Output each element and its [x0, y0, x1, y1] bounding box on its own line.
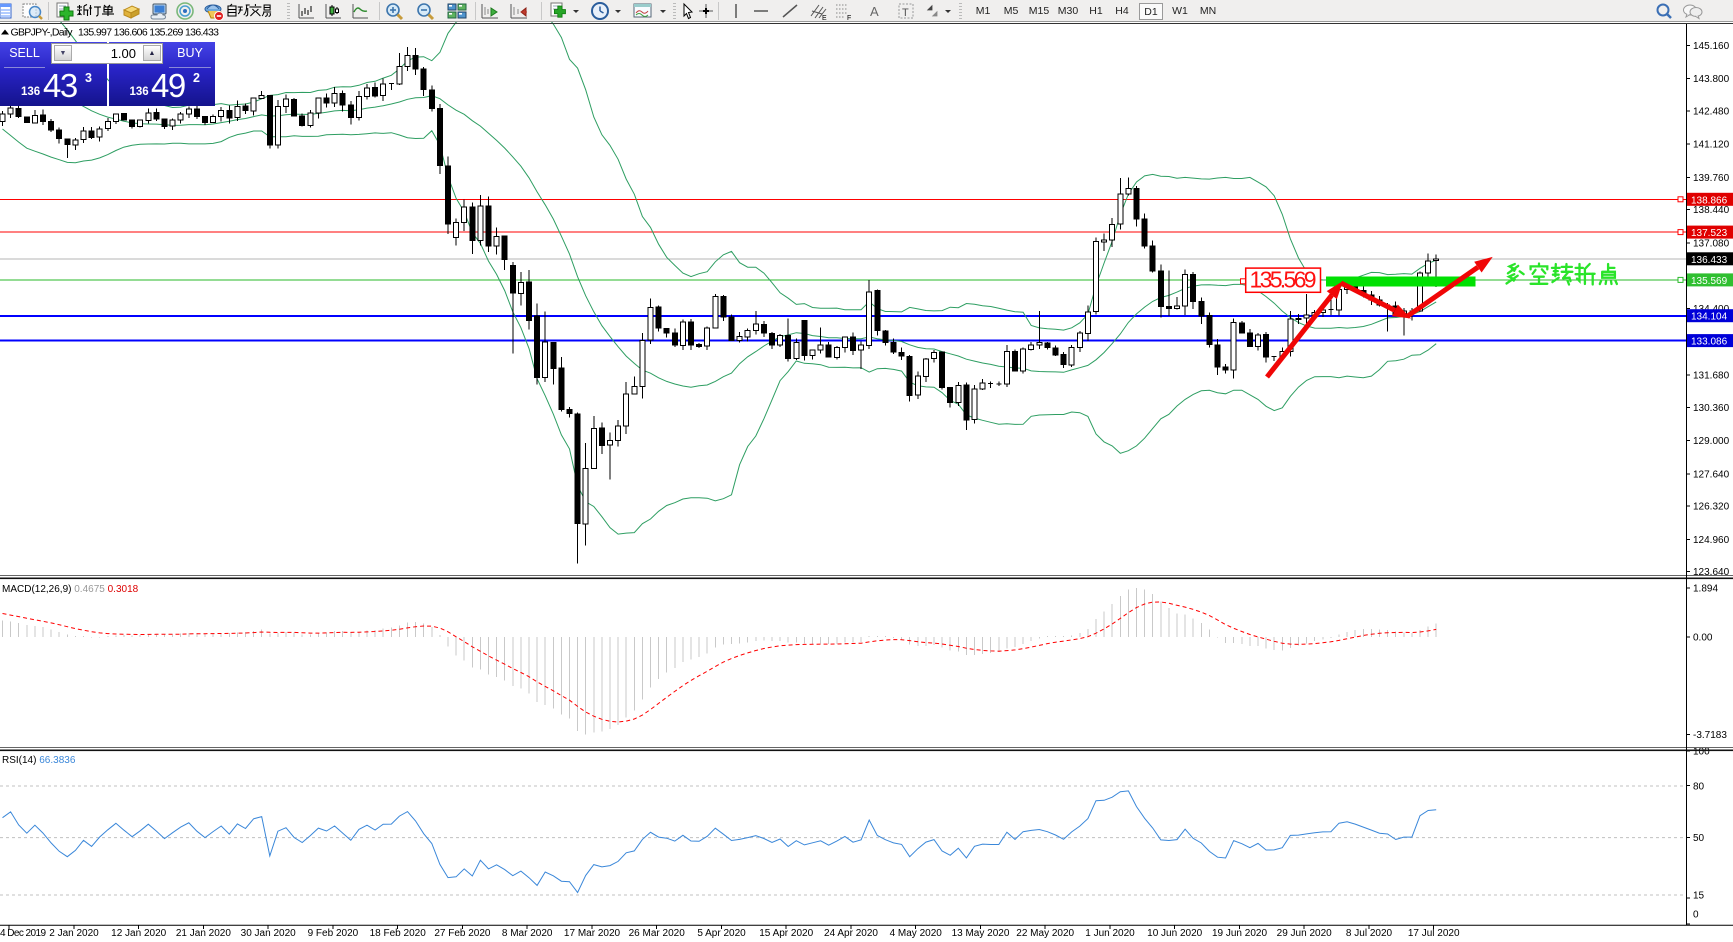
- svg-text:18 Feb 2020: 18 Feb 2020: [370, 928, 427, 939]
- svg-text:27 Feb 2020: 27 Feb 2020: [434, 928, 491, 939]
- svg-text:F: F: [847, 15, 851, 21]
- svg-text:135.569: 135.569: [1691, 276, 1728, 287]
- svg-text:GBPJPY-,Daily: GBPJPY-,Daily: [11, 27, 74, 39]
- svg-text:131.680: 131.680: [1693, 371, 1730, 382]
- svg-text:19 Jun 2020: 19 Jun 2020: [1212, 928, 1267, 939]
- svg-text:136.433: 136.433: [1691, 255, 1728, 266]
- svg-text:133.086: 133.086: [1691, 337, 1728, 348]
- svg-text:142.480: 142.480: [1693, 106, 1730, 117]
- svg-text:138.866: 138.866: [1691, 195, 1728, 206]
- svg-text:17 Jul 2020: 17 Jul 2020: [1408, 928, 1460, 939]
- svg-text:123.640: 123.640: [1693, 567, 1730, 578]
- svg-text:135.569: 135.569: [1250, 267, 1317, 293]
- svg-text:21 Jan 2020: 21 Jan 2020: [176, 928, 231, 939]
- svg-text:5 Apr 2020: 5 Apr 2020: [697, 928, 746, 939]
- svg-text:0.00: 0.00: [1693, 632, 1713, 643]
- svg-text:-3.7183: -3.7183: [1693, 730, 1727, 741]
- svg-text:1.894: 1.894: [1693, 583, 1718, 594]
- svg-text:9 Feb 2020: 9 Feb 2020: [308, 928, 359, 939]
- svg-text:4 May 2020: 4 May 2020: [890, 928, 943, 939]
- svg-text:50: 50: [1693, 833, 1705, 844]
- svg-text:135.997 136.606 135.269 136.43: 135.997 136.606 135.269 136.433: [78, 27, 219, 39]
- svg-text:134.104: 134.104: [1691, 312, 1728, 323]
- svg-text:137.080: 137.080: [1693, 239, 1730, 250]
- svg-text:145.160: 145.160: [1693, 41, 1730, 52]
- svg-text:1 Jun 2020: 1 Jun 2020: [1085, 928, 1135, 939]
- svg-text:24 Apr 2020: 24 Apr 2020: [824, 928, 878, 939]
- svg-text:80: 80: [1693, 782, 1705, 793]
- svg-text:22 May 2020: 22 May 2020: [1016, 928, 1074, 939]
- svg-text:141.120: 141.120: [1693, 140, 1730, 151]
- svg-text:8 Jul 2020: 8 Jul 2020: [1346, 928, 1393, 939]
- svg-text:127.640: 127.640: [1693, 469, 1730, 480]
- svg-text:30 Jan 2020: 30 Jan 2020: [241, 928, 296, 939]
- svg-text:139.760: 139.760: [1693, 173, 1730, 184]
- svg-text:138.440: 138.440: [1693, 205, 1730, 216]
- svg-text:129.000: 129.000: [1693, 436, 1730, 447]
- svg-text:13 May 2020: 13 May 2020: [952, 928, 1010, 939]
- svg-text:17 Mar 2020: 17 Mar 2020: [564, 928, 621, 939]
- svg-text:A: A: [870, 4, 879, 19]
- svg-text:126.320: 126.320: [1693, 502, 1730, 513]
- svg-text:143.800: 143.800: [1693, 74, 1730, 85]
- svg-text:15: 15: [1693, 891, 1705, 902]
- svg-text:0: 0: [1693, 910, 1699, 921]
- svg-text:E: E: [822, 15, 827, 21]
- svg-text:10 Jun 2020: 10 Jun 2020: [1147, 928, 1202, 939]
- svg-text:100: 100: [1693, 747, 1710, 758]
- svg-text:4 Dec 2019: 4 Dec 2019: [0, 928, 46, 939]
- svg-text:29 Jun 2020: 29 Jun 2020: [1277, 928, 1332, 939]
- svg-text:8 Mar 2020: 8 Mar 2020: [502, 928, 553, 939]
- svg-text:T: T: [902, 7, 909, 19]
- svg-text:RSI(14) 66.3836: RSI(14) 66.3836: [2, 755, 76, 766]
- svg-text:15 Apr 2020: 15 Apr 2020: [759, 928, 813, 939]
- svg-text:130.360: 130.360: [1693, 403, 1730, 414]
- svg-text:26 Mar 2020: 26 Mar 2020: [629, 928, 686, 939]
- svg-text:2 Jan 2020: 2 Jan 2020: [49, 928, 99, 939]
- svg-text:MACD(12,26,9) 0.4675 0.3018: MACD(12,26,9) 0.4675 0.3018: [2, 584, 139, 595]
- svg-text:12 Jan 2020: 12 Jan 2020: [111, 928, 166, 939]
- svg-text:137.523: 137.523: [1691, 228, 1728, 239]
- svg-text:124.960: 124.960: [1693, 535, 1730, 546]
